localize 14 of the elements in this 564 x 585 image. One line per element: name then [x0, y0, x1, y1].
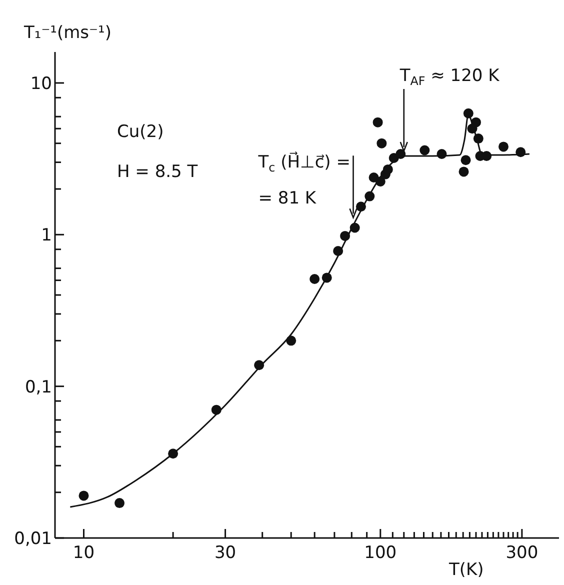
y-tick-label: 1: [41, 226, 52, 246]
annotation: H = 8.5 T: [117, 162, 198, 182]
annotation: T$_{c}$ (H⃗⊥c⃗) = = 81 K: [257, 152, 350, 208]
x-tick-label: 10: [72, 543, 95, 563]
y-tick-label: 0,1: [24, 377, 52, 398]
y-axis-title: T₁⁻¹(ms⁻¹): [23, 23, 112, 43]
annotation: Cu(2): [117, 122, 164, 142]
y-tick-label: 10: [30, 74, 52, 94]
x-tick-label: 300: [506, 543, 538, 563]
annotation: T$_{AF}$ ≈ 120 K: [398, 66, 500, 88]
y-tick-label: 0,01: [14, 529, 52, 549]
x-axis-title: T(K): [448, 560, 484, 580]
x-tick-label: 30: [214, 543, 236, 563]
x-tick-label: 100: [364, 543, 397, 563]
